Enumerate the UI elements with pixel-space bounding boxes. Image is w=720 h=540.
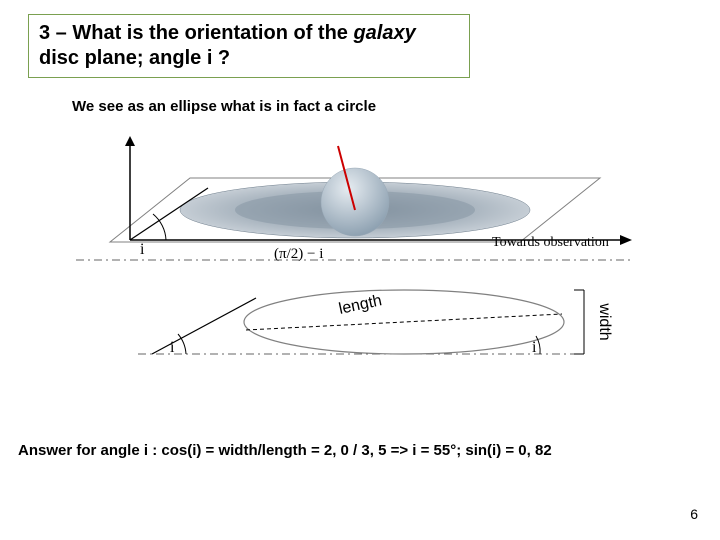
page-number: 6 [690, 506, 698, 522]
diagram: i (π/2) − i Towards observation i length… [40, 130, 680, 410]
y-axis-arrow [125, 136, 135, 146]
title-line1a: 3 – What is the orientation of the [39, 22, 353, 44]
title-box: 3 – What is the orientation of the galax… [28, 14, 470, 78]
x-axis-arrow [620, 235, 632, 245]
answer-text: Answer for angle i : cos(i) = width/leng… [18, 442, 552, 459]
title-line2: disc plane; angle i ? [39, 47, 230, 69]
label-length: length [337, 292, 383, 318]
label-width: width [596, 302, 613, 340]
label-i-lower-left: i [170, 339, 175, 356]
title-line1b: galaxy [353, 22, 415, 44]
label-i-lower-right: i [532, 339, 537, 356]
label-pi2: (π/2) − i [274, 246, 323, 262]
length-diameter [246, 314, 562, 330]
subtitle: We see as an ellipse what is in fact a c… [72, 98, 376, 115]
label-towards: Towards observation [492, 235, 609, 250]
label-i-upper: i [140, 241, 145, 258]
observed-ellipse [244, 290, 564, 354]
title-text: 3 – What is the orientation of the galax… [39, 21, 459, 71]
galaxy-bulge [321, 168, 389, 236]
incline-line-lower [152, 298, 256, 354]
